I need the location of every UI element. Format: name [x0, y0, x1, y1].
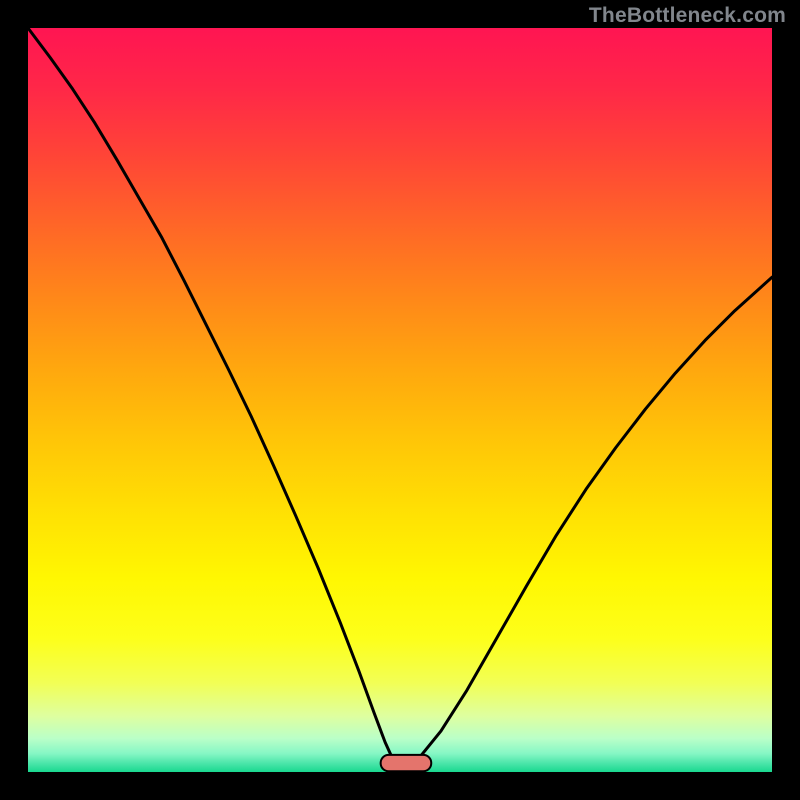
chart-frame: TheBottleneck.com: [0, 0, 800, 800]
minimum-marker: [381, 755, 432, 771]
plot-background: [28, 28, 772, 772]
plot-svg: [28, 28, 772, 772]
watermark-text: TheBottleneck.com: [589, 4, 786, 28]
plot-area: [28, 28, 772, 772]
